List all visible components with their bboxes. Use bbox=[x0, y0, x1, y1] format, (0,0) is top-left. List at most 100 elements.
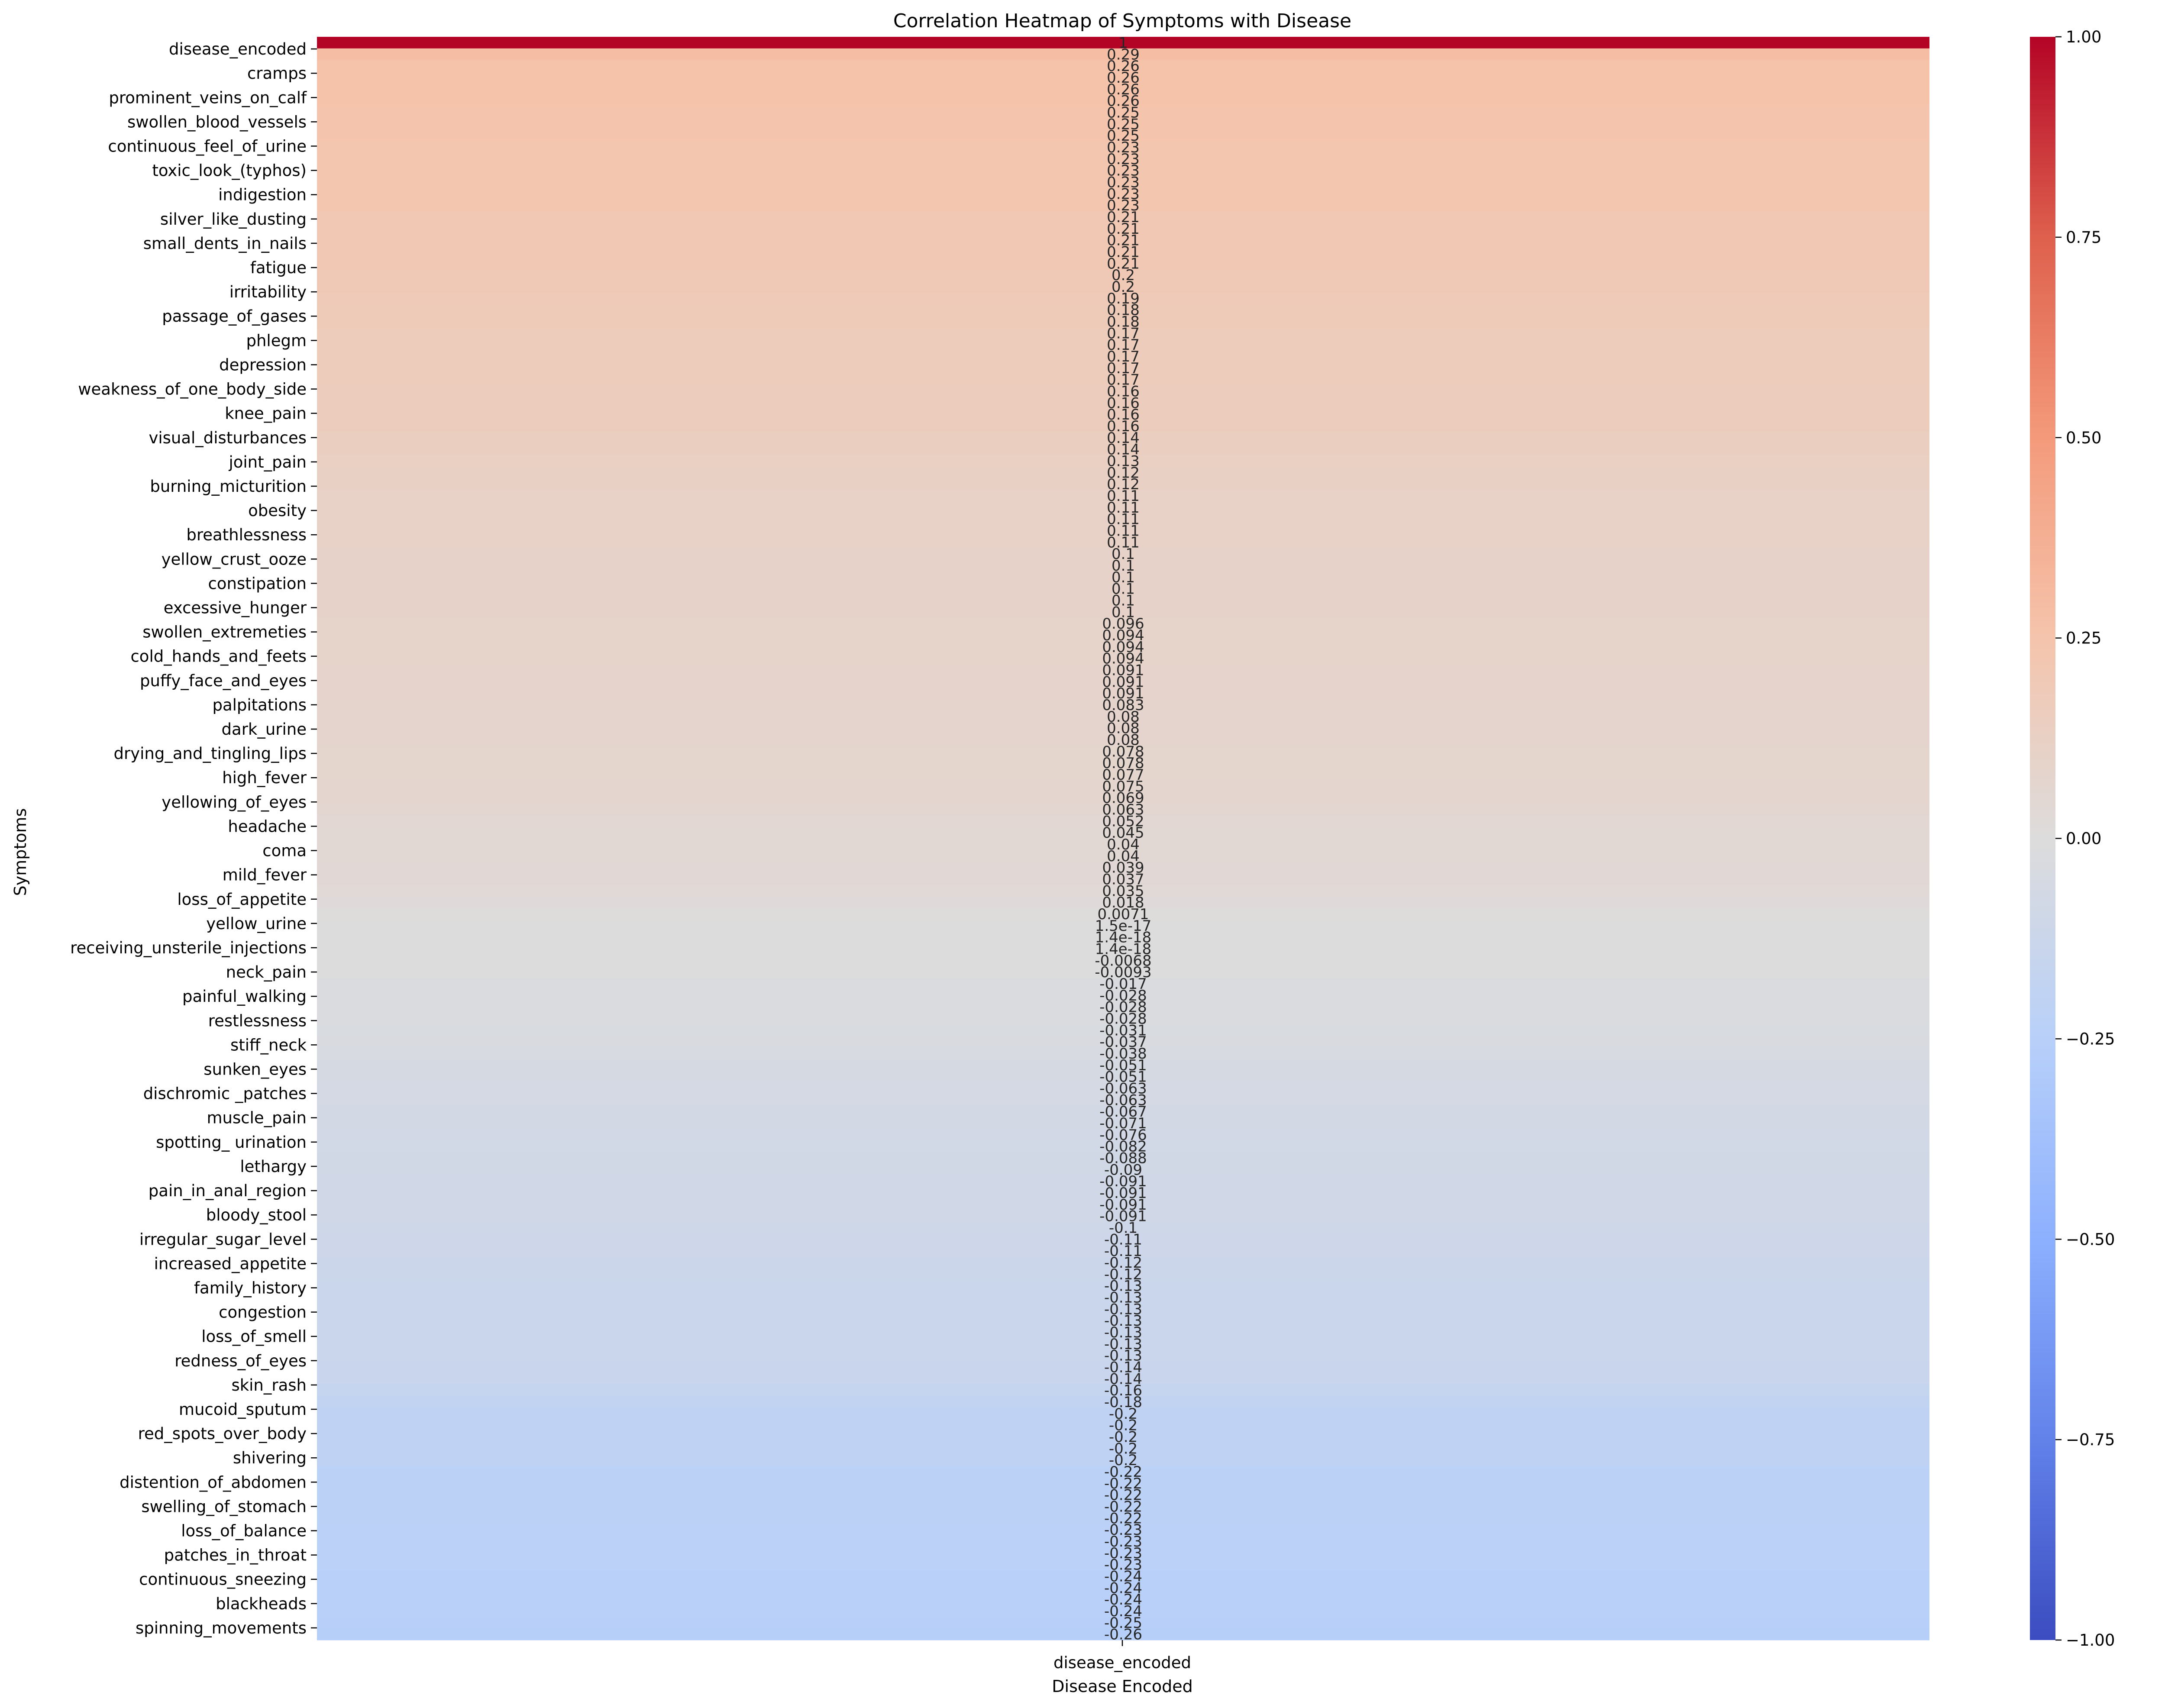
cell-value-label: -0.12 bbox=[1104, 1266, 1142, 1283]
cell-value-label: 0.2 bbox=[1112, 267, 1135, 284]
heatmap-cell bbox=[317, 1129, 1929, 1141]
heatmap-cell bbox=[317, 455, 1929, 467]
cell-value-label: -0.038 bbox=[1099, 1045, 1147, 1062]
cell-value-label: -0.22 bbox=[1104, 1463, 1142, 1481]
cell-value-label: -0.0068 bbox=[1095, 952, 1151, 969]
y-tick-label: toxic_look_(typhos) bbox=[152, 161, 307, 180]
cell-value-label: 0.23 bbox=[1107, 139, 1140, 156]
heatmap-cell bbox=[317, 1547, 1929, 1559]
heatmap-cell bbox=[317, 1350, 1929, 1362]
y-tick-label: joint_pain bbox=[228, 453, 307, 471]
heatmap-cell bbox=[317, 1094, 1929, 1106]
heatmap-cell bbox=[317, 606, 1929, 618]
heatmap-cell bbox=[317, 153, 1929, 165]
y-tick-label: yellowing_of_eyes bbox=[162, 793, 307, 811]
heatmap-cell bbox=[317, 246, 1929, 258]
cell-value-label: 0.11 bbox=[1107, 499, 1140, 517]
heatmap-cell bbox=[317, 1152, 1929, 1164]
heatmap-cell bbox=[317, 1210, 1929, 1222]
cell-value-label: -0.028 bbox=[1099, 999, 1147, 1016]
y-tick-label: dischromic _patches bbox=[143, 1085, 307, 1103]
heatmap-cell bbox=[317, 1163, 1929, 1176]
cell-value-label: -0.091 bbox=[1099, 1196, 1147, 1214]
cell-value-label: 0.1 bbox=[1112, 546, 1135, 563]
y-tick-label: swollen_blood_vessels bbox=[127, 113, 307, 131]
cell-value-label: 0.069 bbox=[1102, 790, 1144, 807]
y-tick-label: neck_pain bbox=[226, 963, 307, 982]
colorbar-tick-label: −0.50 bbox=[2066, 1230, 2115, 1249]
y-tick-label: swollen_extremeties bbox=[142, 623, 307, 642]
cell-value-label: 0.17 bbox=[1107, 371, 1140, 389]
colorbar-tick-label: −1.00 bbox=[2066, 1631, 2115, 1650]
cell-value-label: 0.21 bbox=[1107, 220, 1140, 238]
cell-value-label: 0.16 bbox=[1107, 394, 1140, 412]
y-tick-label: spinning_movements bbox=[136, 1619, 307, 1637]
cell-value-label: -0.22 bbox=[1104, 1510, 1142, 1527]
cell-value-label: -0.2 bbox=[1109, 1452, 1137, 1469]
colorbar-tick-label: −0.75 bbox=[2066, 1430, 2115, 1449]
cell-value-label: -0.24 bbox=[1104, 1568, 1142, 1585]
cell-value-label: -0.22 bbox=[1104, 1498, 1142, 1515]
cell-value-label: 0.18 bbox=[1107, 313, 1140, 330]
heatmap-cell bbox=[317, 223, 1929, 235]
heatmap-cell bbox=[317, 71, 1929, 84]
heatmap-cell bbox=[317, 257, 1929, 270]
cell-value-label: -0.26 bbox=[1104, 1626, 1142, 1643]
heatmap-cell bbox=[317, 1512, 1929, 1524]
y-tick-label: knee_pain bbox=[225, 404, 307, 423]
y-tick-label: disease_encoded bbox=[169, 40, 307, 58]
heatmap-cell bbox=[317, 420, 1929, 432]
heatmap-cell bbox=[317, 966, 1929, 978]
heatmap-cell bbox=[317, 327, 1929, 339]
heatmap-cell bbox=[317, 1140, 1929, 1153]
y-tick-label: breathlessness bbox=[186, 526, 307, 544]
heatmap-cell bbox=[317, 757, 1929, 769]
heatmap-cell bbox=[317, 1419, 1929, 1431]
heatmap-cell bbox=[317, 490, 1929, 502]
cell-value-label: -0.028 bbox=[1099, 1010, 1147, 1027]
heatmap-cell bbox=[317, 1222, 1929, 1234]
cell-value-label: 0.077 bbox=[1102, 766, 1144, 784]
heatmap-cell bbox=[317, 397, 1929, 409]
heatmap-cell bbox=[317, 37, 1929, 49]
heatmap-cell bbox=[317, 1314, 1929, 1327]
colorbar-gradient bbox=[2030, 37, 2055, 1640]
heatmap-cell bbox=[317, 1198, 1929, 1211]
heatmap-cell bbox=[317, 1466, 1929, 1478]
y-tick-label: redness_of_eyes bbox=[174, 1352, 307, 1370]
cell-value-label: -0.16 bbox=[1104, 1382, 1142, 1399]
cell-value-label: 0.1 bbox=[1112, 592, 1135, 609]
cell-value-label: 0.094 bbox=[1102, 627, 1144, 644]
heatmap-cell bbox=[317, 339, 1929, 351]
heatmap-cell bbox=[317, 1628, 1929, 1640]
y-tick-label: headache bbox=[228, 817, 307, 836]
y-tick-label: excessive_hunger bbox=[164, 598, 307, 617]
heatmap-cell bbox=[317, 1245, 1929, 1257]
y-tick-label: painful_walking bbox=[182, 987, 307, 1006]
cell-value-label: 0.25 bbox=[1107, 116, 1140, 133]
cell-value-label: -0.25 bbox=[1104, 1614, 1142, 1632]
colorbar-tick-label: 1.00 bbox=[2066, 28, 2101, 46]
heatmap-cells bbox=[317, 37, 1929, 1640]
cell-value-label: 0.21 bbox=[1107, 232, 1140, 249]
heatmap-cell bbox=[317, 1582, 1929, 1594]
heatmap-cell bbox=[317, 525, 1929, 537]
cell-value-label: 0.17 bbox=[1107, 336, 1140, 354]
y-tick-label: loss_of_appetite bbox=[177, 890, 307, 909]
cell-value-label: 0.23 bbox=[1107, 174, 1140, 191]
colorbar-tick-label: 0.75 bbox=[2066, 228, 2101, 247]
cell-value-label: 0.23 bbox=[1107, 197, 1140, 214]
heatmap-cell bbox=[317, 1280, 1929, 1292]
y-tick-label: burning_micturition bbox=[150, 477, 307, 496]
heatmap-cell bbox=[317, 304, 1929, 316]
heatmap-cell bbox=[317, 1175, 1929, 1188]
heatmap-cell bbox=[317, 804, 1929, 816]
y-tick-label: bloody_stool bbox=[206, 1206, 307, 1224]
heatmap-cell bbox=[317, 95, 1929, 107]
y-tick-label: distention_of_abdomen bbox=[120, 1473, 307, 1492]
colorbar-tick-label: 0.25 bbox=[2066, 629, 2101, 648]
cell-value-label: 0.26 bbox=[1107, 93, 1140, 110]
heatmap-cell bbox=[317, 675, 1929, 688]
y-tick-label: congestion bbox=[219, 1303, 307, 1322]
